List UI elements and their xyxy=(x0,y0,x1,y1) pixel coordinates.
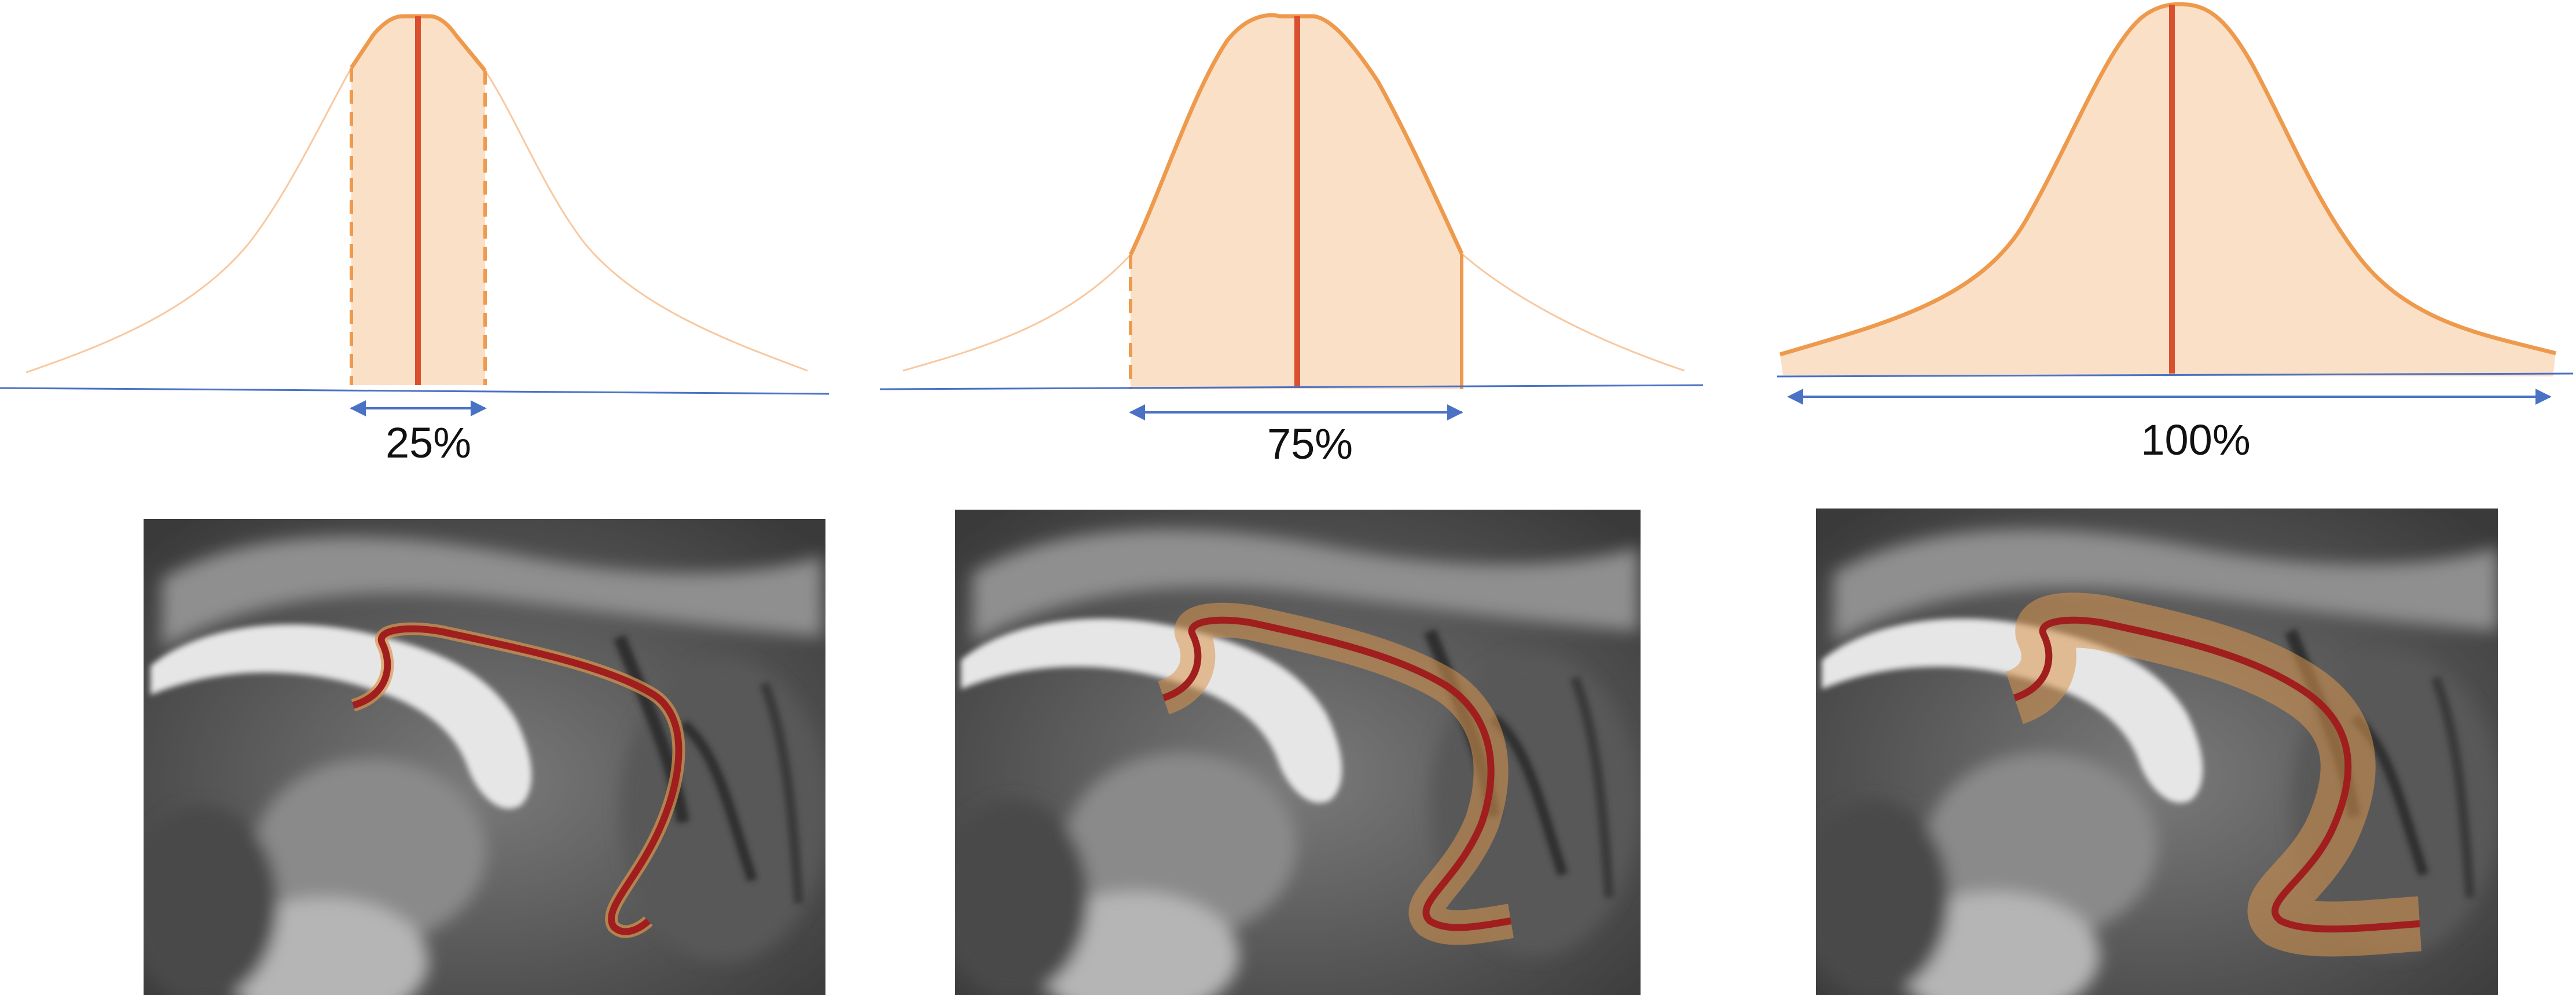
shaded-region xyxy=(1780,4,2556,376)
distribution-panel-100: 100% xyxy=(1777,2,2574,464)
distribution-panel-25: 25% xyxy=(0,14,830,467)
x-axis xyxy=(879,384,1704,390)
distribution-panel-75: 75% xyxy=(879,13,1704,468)
coverage-label: 100% xyxy=(2141,416,2250,464)
distribution-curve xyxy=(1779,2,2556,357)
mri-tractography-image-100 xyxy=(1816,509,2498,995)
fiber-tract xyxy=(2004,592,2421,957)
distribution-curve-tails xyxy=(25,67,808,374)
corpus-callosum xyxy=(1822,619,2203,803)
corpus-callosum xyxy=(151,624,532,809)
mri-tractography-image-25 xyxy=(144,519,825,995)
fiber-tract xyxy=(1157,602,1514,945)
x-axis xyxy=(0,387,830,395)
x-axis xyxy=(1777,372,2574,378)
fiber-tract xyxy=(351,622,685,938)
corpus-callosum xyxy=(961,619,1342,803)
coverage-label: 25% xyxy=(386,419,471,467)
mri-tractography-image-75 xyxy=(955,510,1641,995)
distribution-curve-tails xyxy=(902,253,1685,372)
coverage-label: 75% xyxy=(1267,420,1353,468)
